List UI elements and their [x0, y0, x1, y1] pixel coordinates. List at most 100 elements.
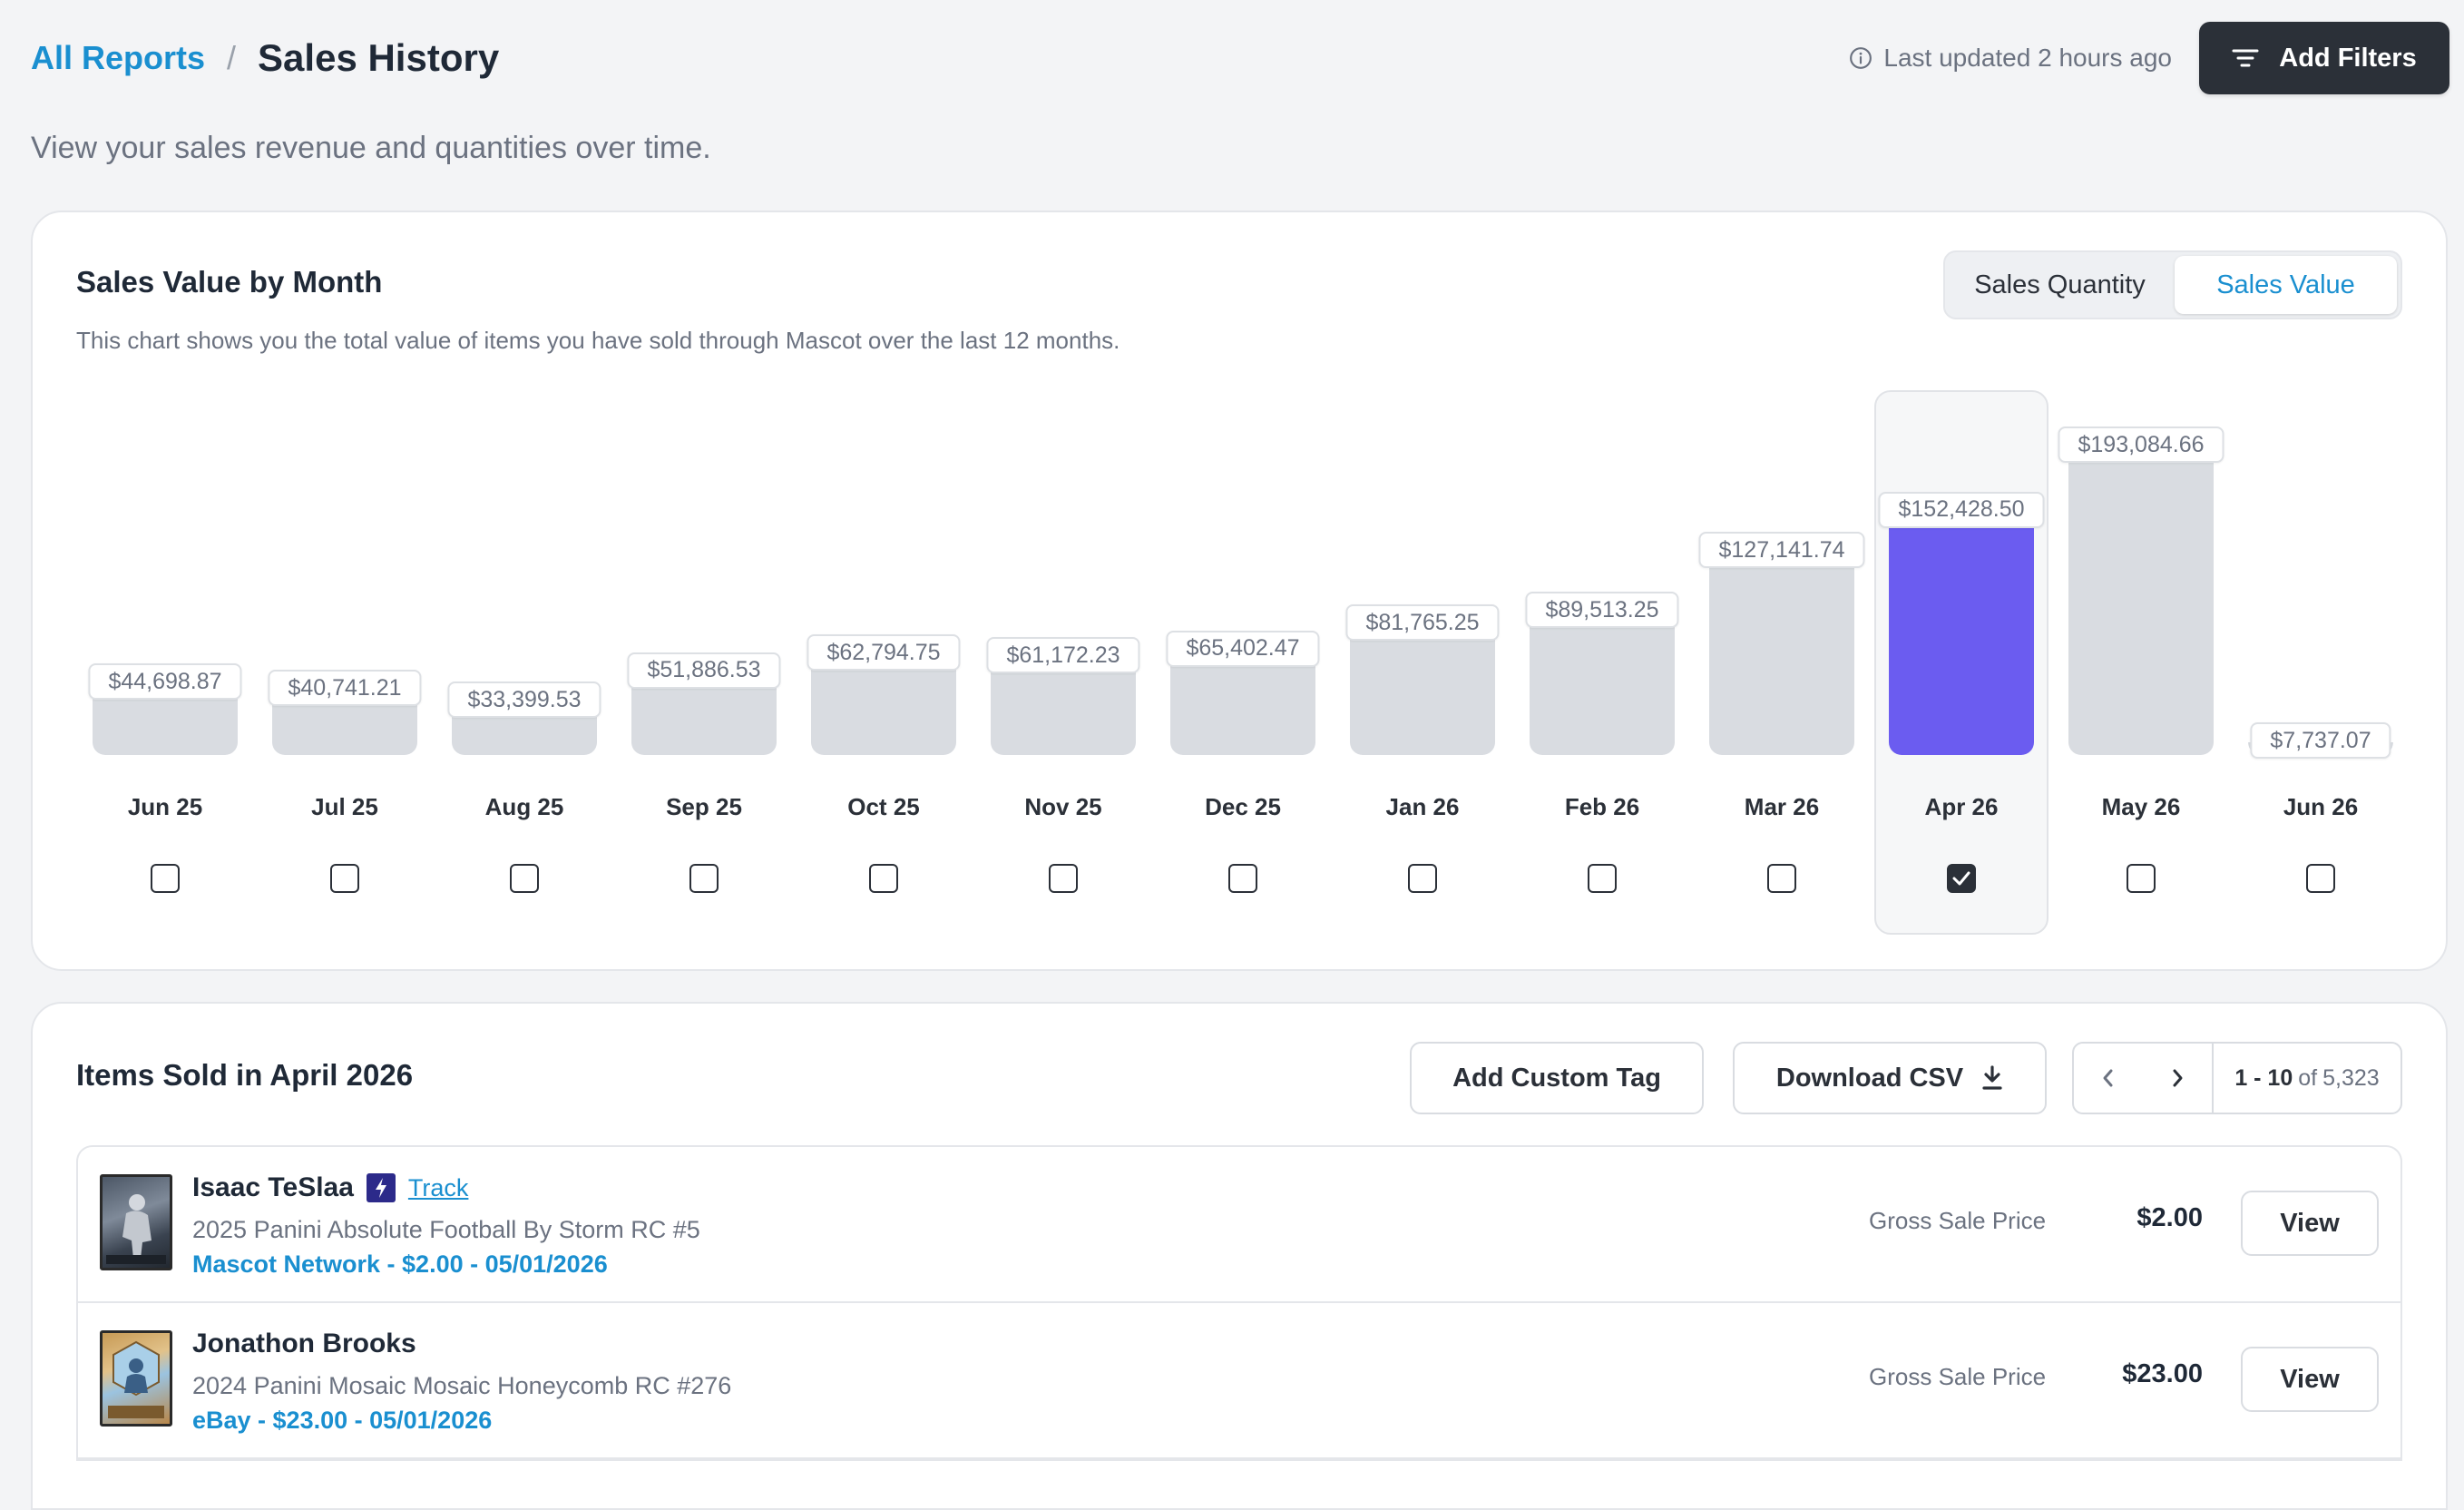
bar-value-label: $33,399.53	[447, 681, 601, 719]
sales-value-tab[interactable]: Sales Value	[2175, 256, 2397, 314]
add-custom-tag-label: Add Custom Tag	[1452, 1063, 1661, 1093]
add-filters-label: Add Filters	[2279, 43, 2417, 73]
month-checkbox[interactable]	[2127, 864, 2156, 893]
list-item: Isaac TeSlaa Track 2025 Panini Absolute …	[78, 1147, 2400, 1303]
next-page-button[interactable]	[2143, 1044, 2212, 1113]
download-csv-button[interactable]: Download CSV	[1733, 1042, 2047, 1114]
bar[interactable]	[811, 654, 956, 755]
player-name: Isaac TeSlaa	[192, 1172, 354, 1202]
sale-price: $23.00	[2122, 1359, 2203, 1388]
items-card: Items Sold in April 2026 Add Custom Tag …	[31, 1002, 2448, 1510]
month-label: Jun 25	[127, 793, 203, 820]
month-label: Jul 25	[311, 793, 378, 820]
month-checkbox[interactable]	[2306, 864, 2335, 893]
bar-value-label: $89,513.25	[1525, 592, 1679, 629]
bar-value-label: $40,741.21	[268, 670, 422, 707]
chart-card: Sales Value by Month This chart shows yo…	[31, 211, 2448, 971]
month-label: Dec 25	[1205, 793, 1281, 820]
chevron-right-icon	[2173, 1069, 2183, 1087]
sales-quantity-tab[interactable]: Sales Quantity	[1974, 270, 2146, 299]
page-total: 5,323	[2322, 1064, 2380, 1091]
card-thumbnail	[100, 1330, 172, 1427]
gross-sale-price-label: Gross Sale Price	[1869, 1363, 2047, 1390]
month-checkbox[interactable]	[1049, 864, 1078, 893]
month-checkbox[interactable]	[1408, 864, 1437, 893]
month-checkbox[interactable]	[1588, 864, 1617, 893]
month-label: Sep 25	[666, 793, 742, 820]
breadcrumb-separator: /	[227, 39, 237, 76]
metric-toggle: Sales Quantity Sales Value	[1943, 250, 2402, 319]
lightning-icon	[366, 1173, 396, 1202]
breadcrumb: All Reports / Sales History	[31, 31, 499, 85]
bar[interactable]	[1170, 650, 1315, 755]
bar[interactable]	[2068, 446, 2214, 755]
bar-value-label: $7,737.07	[2250, 722, 2391, 760]
month-label: Jan 26	[1385, 793, 1460, 820]
items-title: Items Sold in April 2026	[76, 1058, 414, 1092]
bar-value-label: $44,698.87	[88, 663, 242, 701]
month-label: Nov 25	[1024, 793, 1102, 820]
page-title: Sales History	[258, 36, 500, 79]
bar-value-label: $51,886.53	[627, 652, 781, 689]
bar-value-label: $81,765.25	[1345, 604, 1500, 642]
view-button[interactable]: View	[2241, 1191, 2379, 1256]
month-label: Mar 26	[1744, 793, 1820, 820]
info-icon	[1850, 47, 1872, 69]
bar-value-label: $152,428.50	[1878, 491, 2045, 528]
month-checkbox[interactable]	[1947, 864, 1976, 893]
chart-description: This chart shows you the total value of …	[76, 327, 1120, 354]
sale-source: Mascot Network - $2.00 - 05/01/2026	[192, 1250, 608, 1278]
item-title: Jonathon Brooks	[192, 1329, 416, 1359]
month-checkbox[interactable]	[330, 864, 359, 893]
bar-value-label: $61,172.23	[986, 637, 1140, 674]
month-checkbox[interactable]	[151, 864, 180, 893]
gross-sale-price-label: Gross Sale Price	[1869, 1207, 2047, 1234]
chevron-left-icon	[2103, 1069, 2113, 1087]
sales-history-page: All Reports / Sales History Last updated…	[31, 22, 2449, 1510]
last-updated-text: Last updated 2 hours ago	[1883, 44, 2172, 72]
bar[interactable]	[1709, 552, 1854, 755]
bar[interactable]	[1889, 511, 2034, 755]
view-button[interactable]: View	[2241, 1347, 2379, 1412]
add-custom-tag-button[interactable]: Add Custom Tag	[1410, 1042, 1704, 1114]
month-label: Jun 26	[2283, 793, 2359, 820]
month-checkbox[interactable]	[1228, 864, 1257, 893]
sale-price: $2.00	[2136, 1203, 2203, 1232]
month-checkbox[interactable]	[689, 864, 719, 893]
month-checkbox[interactable]	[1767, 864, 1796, 893]
card-thumbnail	[100, 1174, 172, 1270]
items-list: Isaac TeSlaa Track 2025 Panini Absolute …	[76, 1145, 2402, 1461]
chart-title: Sales Value by Month	[76, 265, 383, 299]
page-subtitle: View your sales revenue and quantities o…	[31, 131, 711, 165]
bar-value-label: $193,084.66	[2058, 427, 2224, 463]
pagination: 1 - 10 of 5,323	[2072, 1042, 2402, 1114]
download-csv-label: Download CSV	[1775, 1063, 1964, 1093]
filter-icon	[2232, 49, 2259, 67]
month-label: Oct 25	[847, 793, 920, 820]
last-updated: Last updated 2 hours ago	[1849, 36, 2172, 80]
bar-value-label: $62,794.75	[807, 634, 961, 672]
month-checkbox[interactable]	[869, 864, 898, 893]
download-icon	[1982, 1065, 2002, 1090]
sale-source: eBay - $23.00 - 05/01/2026	[192, 1407, 493, 1434]
prev-page-button[interactable]	[2074, 1044, 2143, 1113]
bar[interactable]	[1530, 612, 1675, 755]
list-item: Jonathon Brooks 2024 Panini Mosaic Mosai…	[78, 1303, 2400, 1459]
month-label: Apr 26	[1924, 793, 1999, 820]
page-count: 1 - 10 of 5,323	[2212, 1044, 2400, 1113]
all-reports-link[interactable]: All Reports	[31, 39, 206, 76]
month-label: Aug 25	[484, 793, 564, 820]
page-range: 1 - 10	[2234, 1064, 2293, 1091]
card-description: 2024 Panini Mosaic Mosaic Honeycomb RC #…	[192, 1372, 732, 1399]
checkmark-icon	[1952, 871, 1970, 886]
player-name: Jonathon Brooks	[192, 1329, 416, 1358]
add-filters-button[interactable]: Add Filters	[2199, 22, 2449, 94]
month-label: May 26	[2101, 793, 2181, 820]
month-checkbox[interactable]	[510, 864, 539, 893]
track-link[interactable]: Track	[407, 1173, 469, 1201]
card-description: 2025 Panini Absolute Football By Storm R…	[192, 1216, 700, 1243]
bar-value-label: $127,141.74	[1698, 532, 1865, 569]
bar-value-label: $65,402.47	[1166, 630, 1320, 667]
bar[interactable]	[1350, 624, 1495, 755]
item-title: Isaac TeSlaa Track	[192, 1172, 468, 1203]
